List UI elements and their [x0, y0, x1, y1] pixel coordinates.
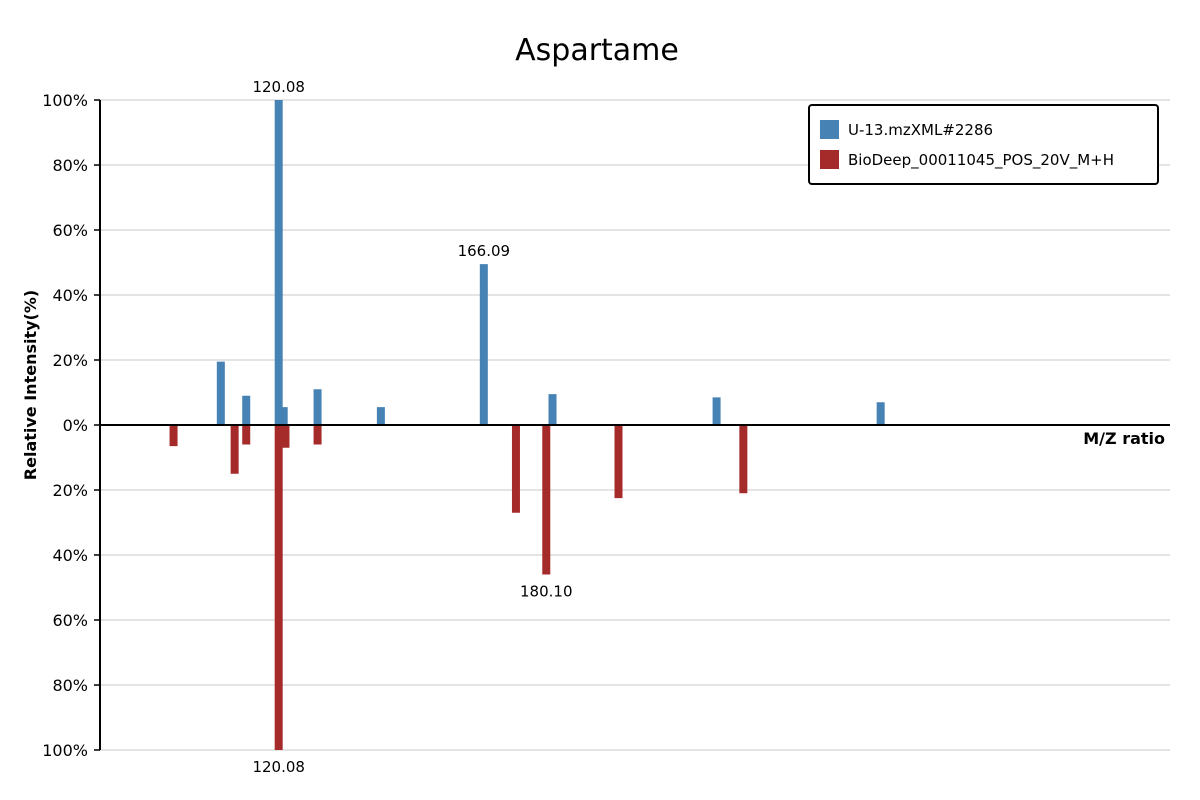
- y-tick-labels: 100% 80% 60% 40% 20% 0% 20% 40% 60% 80% 100%: [42, 91, 100, 760]
- peak-label-series-1: 166.09: [458, 242, 511, 260]
- peak-labels: 120.08 166.09 120.08 180.10: [252, 78, 572, 776]
- peak-bar-series-1: [712, 397, 721, 425]
- peak-label-series-2: 180.10: [520, 583, 573, 601]
- peak-bar-series-1: [479, 264, 488, 425]
- y-tick-label: 40%: [52, 286, 88, 305]
- peak-bar-series-2: [169, 425, 178, 447]
- peak-bar-series-1: [876, 402, 885, 425]
- y-tick-label: 0%: [63, 416, 88, 435]
- peak-bar-series-2: [739, 425, 748, 494]
- chart-title: Aspartame: [515, 33, 679, 68]
- peak-bar-series-1: [376, 407, 385, 425]
- peak-bar-series-1: [242, 395, 251, 425]
- peak-label-series-1: 120.08: [252, 78, 305, 96]
- y-tick-label: 100%: [42, 91, 88, 110]
- y-axis-label: Relative Intensity(%): [21, 290, 40, 480]
- peak-bar-series-2: [242, 425, 251, 445]
- peak-bars: [169, 100, 885, 750]
- peak-bar-series-2: [274, 425, 283, 750]
- legend-label-series-1: U-13.mzXML#2286: [848, 121, 993, 139]
- peak-bar-series-2: [614, 425, 623, 499]
- peak-bar-series-2: [511, 425, 520, 513]
- legend-box: [808, 104, 1159, 185]
- y-tick-label: 60%: [52, 611, 88, 630]
- y-tick-label: 40%: [52, 546, 88, 565]
- legend-label-series-2: BioDeep_00011045_POS_20V_M+H: [848, 151, 1114, 170]
- y-tick-label: 80%: [52, 676, 88, 695]
- x-axis-label: M/Z ratio: [1083, 429, 1165, 448]
- axes: [99, 100, 1170, 750]
- peak-bar-series-2: [281, 425, 290, 448]
- y-tick-label: 100%: [42, 741, 88, 760]
- peak-bar-series-2: [230, 425, 239, 474]
- peak-bar-series-2: [542, 425, 551, 575]
- peak-bar-series-2: [313, 425, 322, 445]
- peak-bar-series-1: [274, 100, 283, 425]
- legend-swatch-series-2: [820, 150, 839, 169]
- peak-bar-series-1: [548, 394, 557, 425]
- peak-label-series-2: 120.08: [252, 758, 305, 776]
- peak-bar-series-1: [216, 361, 225, 425]
- peak-bar-series-1: [279, 407, 288, 425]
- y-tick-label: 20%: [52, 481, 88, 500]
- legend-swatch-series-1: [820, 120, 839, 139]
- y-tick-label: 80%: [52, 156, 88, 175]
- peak-bar-series-1: [313, 389, 322, 425]
- y-tick-label: 60%: [52, 221, 88, 240]
- legend: U-13.mzXML#2286 BioDeep_00011045_POS_20V…: [808, 104, 1159, 185]
- y-tick-label: 20%: [52, 351, 88, 370]
